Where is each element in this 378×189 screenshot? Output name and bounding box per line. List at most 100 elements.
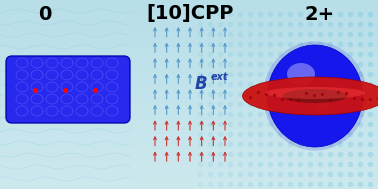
Bar [0, 174, 378, 175]
Bar [0, 83, 378, 84]
Bar [0, 36, 378, 37]
Bar [0, 35, 378, 36]
Bar [0, 32, 378, 33]
Bar [0, 41, 378, 42]
Bar [0, 104, 378, 105]
Bar [0, 149, 378, 150]
Bar [0, 30, 378, 31]
Bar [0, 8, 378, 9]
Bar [0, 54, 378, 55]
Bar [0, 50, 378, 51]
Bar [0, 180, 378, 181]
Bar [0, 99, 378, 100]
Bar [0, 71, 378, 72]
Bar [0, 28, 378, 29]
Bar [0, 182, 378, 183]
Bar [0, 160, 378, 161]
Bar [0, 159, 378, 160]
Bar [0, 102, 378, 103]
Bar [0, 9, 378, 10]
Bar [0, 158, 378, 159]
Bar [0, 88, 378, 89]
Bar [0, 112, 378, 113]
Bar [0, 58, 378, 59]
Bar [0, 106, 378, 107]
Bar [0, 167, 378, 168]
Bar [0, 44, 378, 45]
Bar [0, 59, 378, 60]
Bar [0, 18, 378, 19]
Bar [0, 148, 378, 149]
Bar [0, 25, 378, 26]
Bar [0, 38, 378, 39]
Bar [0, 65, 378, 66]
Ellipse shape [287, 63, 315, 85]
Bar [0, 151, 378, 152]
Bar [0, 4, 378, 5]
Bar [0, 107, 378, 108]
Bar [0, 94, 378, 95]
Bar [0, 154, 378, 155]
Bar [0, 5, 378, 6]
Bar [0, 76, 378, 77]
Bar [0, 47, 378, 48]
Bar [0, 165, 378, 166]
Bar [0, 42, 378, 43]
Bar [0, 113, 378, 114]
Bar [0, 15, 378, 16]
Bar [0, 17, 378, 18]
Bar [0, 157, 378, 158]
Bar [0, 96, 378, 97]
Bar [0, 124, 378, 125]
Bar [0, 147, 378, 148]
Bar [0, 40, 378, 41]
Bar [0, 22, 378, 23]
Bar [0, 179, 378, 180]
Bar [0, 156, 378, 157]
Bar [0, 129, 378, 130]
Bar [0, 131, 378, 132]
Bar [0, 136, 378, 137]
Bar [0, 145, 378, 146]
Bar [0, 185, 378, 186]
Bar [0, 162, 378, 163]
Bar [0, 90, 378, 91]
Bar [0, 23, 378, 24]
Bar [0, 75, 378, 76]
Bar [0, 186, 378, 187]
Bar [0, 111, 378, 112]
Bar [0, 122, 378, 123]
Bar [0, 82, 378, 83]
Bar [0, 84, 378, 85]
Bar [0, 150, 378, 151]
Bar [0, 120, 378, 121]
Bar [0, 26, 378, 27]
Bar [0, 45, 378, 46]
Bar [0, 86, 378, 87]
Text: [10]CPP: [10]CPP [146, 5, 234, 23]
Bar [0, 138, 378, 139]
Bar [0, 78, 378, 79]
Bar [0, 51, 378, 52]
Bar [0, 89, 378, 90]
Bar [0, 127, 378, 128]
Bar [0, 155, 378, 156]
Bar [0, 135, 378, 136]
Bar [0, 108, 378, 109]
Bar [0, 60, 378, 61]
Bar [0, 6, 378, 7]
Bar [0, 24, 378, 25]
Bar [0, 123, 378, 124]
Bar [0, 81, 378, 82]
Bar [0, 69, 378, 70]
Ellipse shape [267, 46, 363, 146]
Bar [0, 161, 378, 162]
Bar [0, 72, 378, 73]
Bar [0, 163, 378, 164]
Bar [0, 100, 378, 101]
Bar [0, 55, 378, 56]
Bar [0, 144, 378, 145]
Bar [0, 13, 378, 14]
Bar [0, 14, 378, 15]
Bar [0, 115, 378, 116]
